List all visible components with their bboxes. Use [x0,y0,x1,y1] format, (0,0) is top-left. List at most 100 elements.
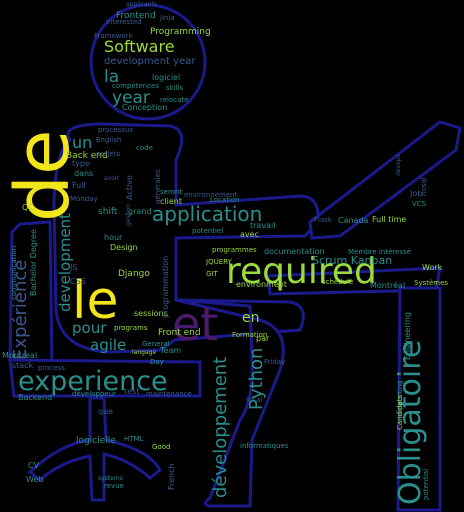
cloud-word: Framework [94,32,134,40]
cloud-word: potentiel [192,227,223,235]
cloud-word: que [98,407,113,416]
cloud-word: QC [22,203,34,212]
cloud-word: un [72,133,92,152]
cloud-word: type [72,159,90,168]
cloud-word: dans [74,169,93,178]
cloud-word: Jinja [159,14,175,22]
cloud-word: Django [118,269,150,279]
cloud-word: processus [98,126,133,134]
cloud-word: gestion [125,204,132,226]
cloud-word: VCS [412,200,427,208]
cloud-word: English [96,136,121,144]
cloud-word: CV [28,461,40,470]
cloud-word: supporting [396,380,404,418]
cloud-word: shift [98,207,118,217]
cloud-word: Bachelor Degree [29,229,38,296]
cloud-word: Front end [158,328,201,338]
cloud-word: logicielle [76,436,116,446]
cloud-word: required [226,251,377,292]
cloud-word: Obligatoire [393,340,428,505]
cloud-word: Membre intéressé [348,248,411,256]
cloud-word: Full time [372,215,406,224]
cloud-word: Team [159,346,181,355]
cloud-word: stack [12,361,34,370]
cloud-word: projets [96,150,120,158]
cloud-word: documentation [264,247,325,256]
cloud-word: Software [104,37,175,56]
cloud-word: Montréal [370,280,405,290]
cloud-word: de [0,130,86,223]
cloud-word: Formation [232,331,267,339]
cloud-word: Canada [338,216,369,225]
cloud-word: Engineering [403,312,412,360]
silhouette-chair-base [27,396,162,502]
cloud-word: JS [69,263,77,272]
cloud-word: et [172,297,218,351]
cloud-word: Frontend [116,11,156,21]
silhouette-laptop-screen [308,120,462,240]
cloud-word: skills [166,84,184,92]
silhouette-head [89,3,207,121]
cloud-word: grand [128,207,151,216]
cloud-word: Full [72,181,86,190]
cloud-word: seront [160,188,182,196]
cloud-word: Expérience [10,260,31,360]
cloud-word: compétences [112,82,159,90]
cloud-word: Systèmes [414,279,448,287]
cloud-word: devops [395,154,402,176]
cloud-word: relocate [160,96,188,104]
cloud-word: Location [210,196,240,204]
cloud-word: Flask [314,216,333,224]
cloud-word: JQUERY [205,258,233,266]
cloud-word: Work [422,263,443,272]
cloud-word: maintenance [146,390,192,398]
cloud-word: Candidats [396,395,404,430]
cloud-word: langage [132,349,156,356]
cloud-word: en [242,310,260,326]
cloud-word: Montreal [2,351,37,360]
cloud-word: local [246,396,262,404]
cloud-word: communication [10,246,18,300]
cloud-word: Active [125,175,134,200]
cloud-word: schedule [322,278,353,286]
cloud-word: Web [26,475,43,484]
cloud-word: environment [236,280,287,289]
silhouette-chair-seat [8,358,202,398]
cloud-word: applicants [126,1,157,8]
cloud-word: Good [152,443,170,451]
cloud-word: code [136,144,153,152]
cloud-word: process [38,364,65,372]
cloud-word: General [142,340,170,348]
cloud-word: Back end [66,151,108,161]
cloud-word: programmes [212,246,257,254]
cloud-word: agile [90,336,126,354]
cloud-word: hour [104,233,123,242]
cloud-word: HTML [124,435,144,443]
cloud-word: programmation [161,256,170,318]
cloud-word: Friday [264,358,285,366]
cloud-word: Monday [70,195,98,203]
silhouette-leg [175,298,285,508]
cloud-word: Programming [150,27,211,37]
cloud-word: la [104,67,119,87]
cloud-word: French [167,463,176,490]
cloud-word: travail [250,221,275,230]
cloud-word: Conception [122,103,167,112]
cloud-word: year [112,88,150,108]
cloud-word: experience [18,366,168,397]
cloud-word: revue [104,482,124,490]
cloud-word: pour [72,319,107,337]
cloud-word: CSS [70,277,86,286]
cloud-word: systems [98,475,123,482]
cloud-word: le [72,271,118,331]
cloud-word: application [152,202,262,226]
cloud-word: logiciel [152,73,180,82]
cloud-word: development [56,213,74,312]
cloud-word: GIT [206,270,218,278]
silhouette-desk-leg [396,286,442,512]
silhouette-body [52,122,320,354]
cloud-word: Scrum Kanban [312,254,392,267]
cloud-word: test [124,387,139,396]
